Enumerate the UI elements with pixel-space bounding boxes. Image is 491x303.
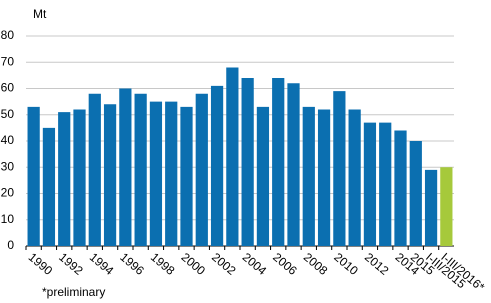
- bar: [394, 130, 407, 246]
- y-tick-label: 50: [1, 107, 15, 121]
- bar: [119, 88, 132, 246]
- unit-label: Mt: [33, 7, 47, 21]
- bar: [424, 169, 438, 246]
- bar: [302, 106, 315, 246]
- x-tick-label: 2002: [209, 250, 239, 278]
- bar: [134, 93, 147, 246]
- y-tick-label: 30: [1, 159, 15, 173]
- bar: [272, 78, 285, 246]
- bar: [58, 112, 71, 246]
- bar: [256, 106, 270, 246]
- bar: [226, 67, 239, 246]
- x-tick-label: 2004: [240, 250, 270, 278]
- bar: [409, 141, 422, 246]
- y-tick-label: 70: [1, 54, 15, 68]
- footnote: *preliminary: [42, 285, 105, 299]
- bar: [348, 109, 361, 246]
- bar: [241, 78, 254, 246]
- bar: [27, 106, 40, 246]
- x-tick-label: 2000: [179, 250, 209, 278]
- y-tick-label: 40: [1, 133, 15, 147]
- x-tick-label: 2006: [270, 250, 300, 278]
- bar: [195, 93, 208, 246]
- y-tick-label: 60: [1, 81, 15, 95]
- bar: [363, 122, 377, 246]
- bar: [165, 101, 178, 246]
- y-tick-label: 0: [7, 238, 14, 252]
- bar: [149, 101, 163, 246]
- y-tick-label: 80: [1, 28, 15, 42]
- bar: [88, 93, 101, 246]
- x-tick-label: 2010: [331, 250, 361, 278]
- bar: [180, 106, 193, 246]
- bar: [287, 83, 300, 246]
- x-tick-label: 1998: [148, 250, 178, 278]
- x-tick-label: 2012: [362, 250, 392, 278]
- x-tick-label: 1992: [56, 250, 86, 278]
- bar: [42, 127, 56, 246]
- bar: [73, 109, 86, 246]
- y-tick-label: 10: [1, 212, 15, 226]
- y-tick-label: 20: [1, 186, 15, 200]
- x-tick-label: 1990: [26, 250, 56, 278]
- bar: [440, 167, 453, 246]
- bar: [210, 85, 224, 246]
- x-tick-label: 1994: [87, 250, 117, 278]
- x-tick-label: 1996: [117, 250, 147, 278]
- x-tick-label: 2008: [301, 250, 331, 278]
- bar: [317, 109, 331, 246]
- bar: [333, 91, 346, 246]
- bar: [379, 122, 392, 246]
- bar: [103, 104, 117, 246]
